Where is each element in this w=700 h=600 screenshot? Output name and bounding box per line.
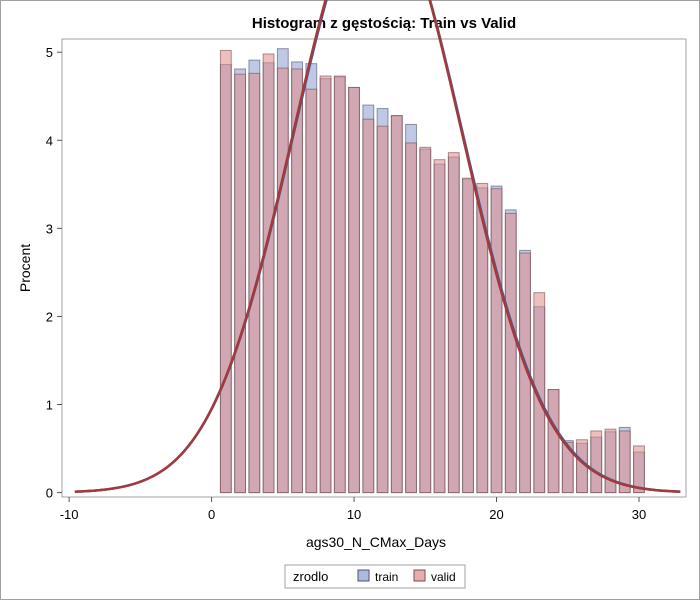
y-tick-label: 2 [46, 309, 53, 324]
x-tick-label: -10 [60, 507, 79, 522]
bar-valid [590, 430, 603, 494]
bar-valid [633, 445, 645, 494]
bar-valid [333, 75, 346, 494]
bar-valid [276, 67, 289, 494]
bar-valid [291, 68, 303, 494]
bar-valid [419, 146, 432, 494]
bar-valid [234, 73, 246, 494]
y-tick-label: 5 [46, 45, 53, 60]
bar-valid [376, 125, 389, 494]
x-tick-label: 20 [489, 507, 503, 522]
bar-valid [561, 441, 574, 494]
legend-label-train: train [375, 570, 398, 584]
y-tick-label: 0 [46, 486, 53, 501]
bar-valid [319, 75, 332, 494]
bar-valid [219, 49, 232, 494]
density-curve-valid [74, 0, 681, 493]
y-tick-label: 4 [46, 133, 53, 148]
bar-valid [390, 115, 403, 494]
density-curves-layer [74, 0, 681, 493]
x-axis: -10 0 10 20 30 [60, 497, 646, 522]
x-tick-label: 30 [632, 507, 646, 522]
bar-valid [405, 142, 417, 494]
bar-valid [248, 72, 261, 494]
chart-title: Histogram z gęstością: Train vs Valid [252, 15, 516, 32]
bar-valid [618, 430, 631, 494]
bar-valid [447, 152, 460, 494]
y-axis-label: Procent [17, 244, 33, 292]
bar-valid [262, 53, 275, 494]
x-tick-label: 10 [347, 507, 361, 522]
bar-valid [533, 292, 546, 494]
y-tick-label: 3 [46, 221, 53, 236]
bar-valid [519, 252, 531, 494]
bar-valid [476, 182, 489, 494]
bar-valid [348, 86, 360, 494]
legend-swatch-valid [413, 569, 426, 582]
bar-valid [504, 212, 517, 494]
y-axis: 0 1 2 3 4 5 [46, 45, 62, 501]
bars-layer [219, 48, 645, 494]
bar-valid [547, 389, 560, 494]
bar-valid [305, 88, 318, 494]
bar-valid [490, 188, 503, 494]
x-tick-label: 0 [208, 507, 215, 522]
bar-valid [362, 118, 375, 494]
legend-title: zrodlo [293, 569, 328, 584]
legend-swatch-train [357, 569, 370, 582]
legend: zrodlo train valid [284, 564, 466, 589]
bar-valid [604, 428, 617, 494]
y-tick-label: 1 [46, 398, 53, 413]
x-axis-label: ags30_N_CMax_Days [306, 534, 446, 550]
bar-valid [462, 177, 474, 494]
bar-valid [433, 159, 446, 494]
legend-label-valid: valid [431, 570, 456, 584]
